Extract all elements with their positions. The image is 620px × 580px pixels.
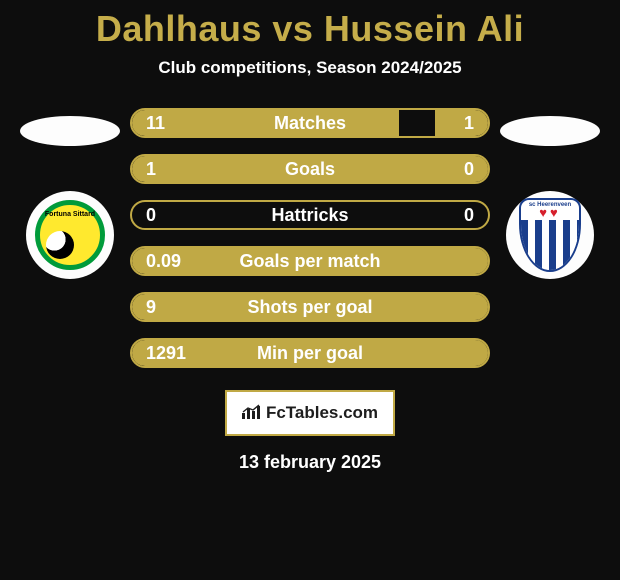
subtitle: Club competitions, Season 2024/2025 [0,58,620,78]
right-player-col: sc Heerenveen ♥♥ [490,108,610,368]
page-title: Dahlhaus vs Hussein Ali [0,8,620,50]
fctables-logo[interactable]: FcTables.com [225,390,395,436]
stat-row: 0Hattricks0 [130,200,490,230]
fctables-text: FcTables.com [266,403,378,423]
stat-row: 1Goals0 [130,154,490,184]
main-row: Fortuna Sittard 11Matches11Goals00Hattri… [0,108,620,368]
footer-date: 13 february 2025 [0,452,620,473]
stat-label: Shots per goal [132,297,488,318]
left-avatar [20,116,120,146]
stat-label: Matches [132,113,488,134]
stat-label: Min per goal [132,343,488,364]
right-club-logo: sc Heerenveen ♥♥ [506,191,594,279]
stat-row: 0.09Goals per match [130,246,490,276]
stat-row: 9Shots per goal [130,292,490,322]
right-avatar [500,116,600,146]
stat-row: 11Matches1 [130,108,490,138]
chart-icon [242,403,262,424]
left-club-logo: Fortuna Sittard [26,191,114,279]
stat-label: Hattricks [132,205,488,226]
stat-row: 1291Min per goal [130,338,490,368]
hearts-icon: ♥♥ [521,206,579,219]
stat-right-value: 1 [464,113,474,134]
fortuna-sittard-badge: Fortuna Sittard [35,200,105,270]
left-club-name: Fortuna Sittard [40,211,100,218]
heerenveen-badge: sc Heerenveen ♥♥ [519,198,581,272]
stats-column: 11Matches11Goals00Hattricks00.09Goals pe… [130,108,490,368]
stat-label: Goals per match [132,251,488,272]
left-player-col: Fortuna Sittard [10,108,130,368]
stat-label: Goals [132,159,488,180]
stat-right-value: 0 [464,159,474,180]
stat-right-value: 0 [464,205,474,226]
comparison-card: Dahlhaus vs Hussein Ali Club competition… [0,0,620,580]
